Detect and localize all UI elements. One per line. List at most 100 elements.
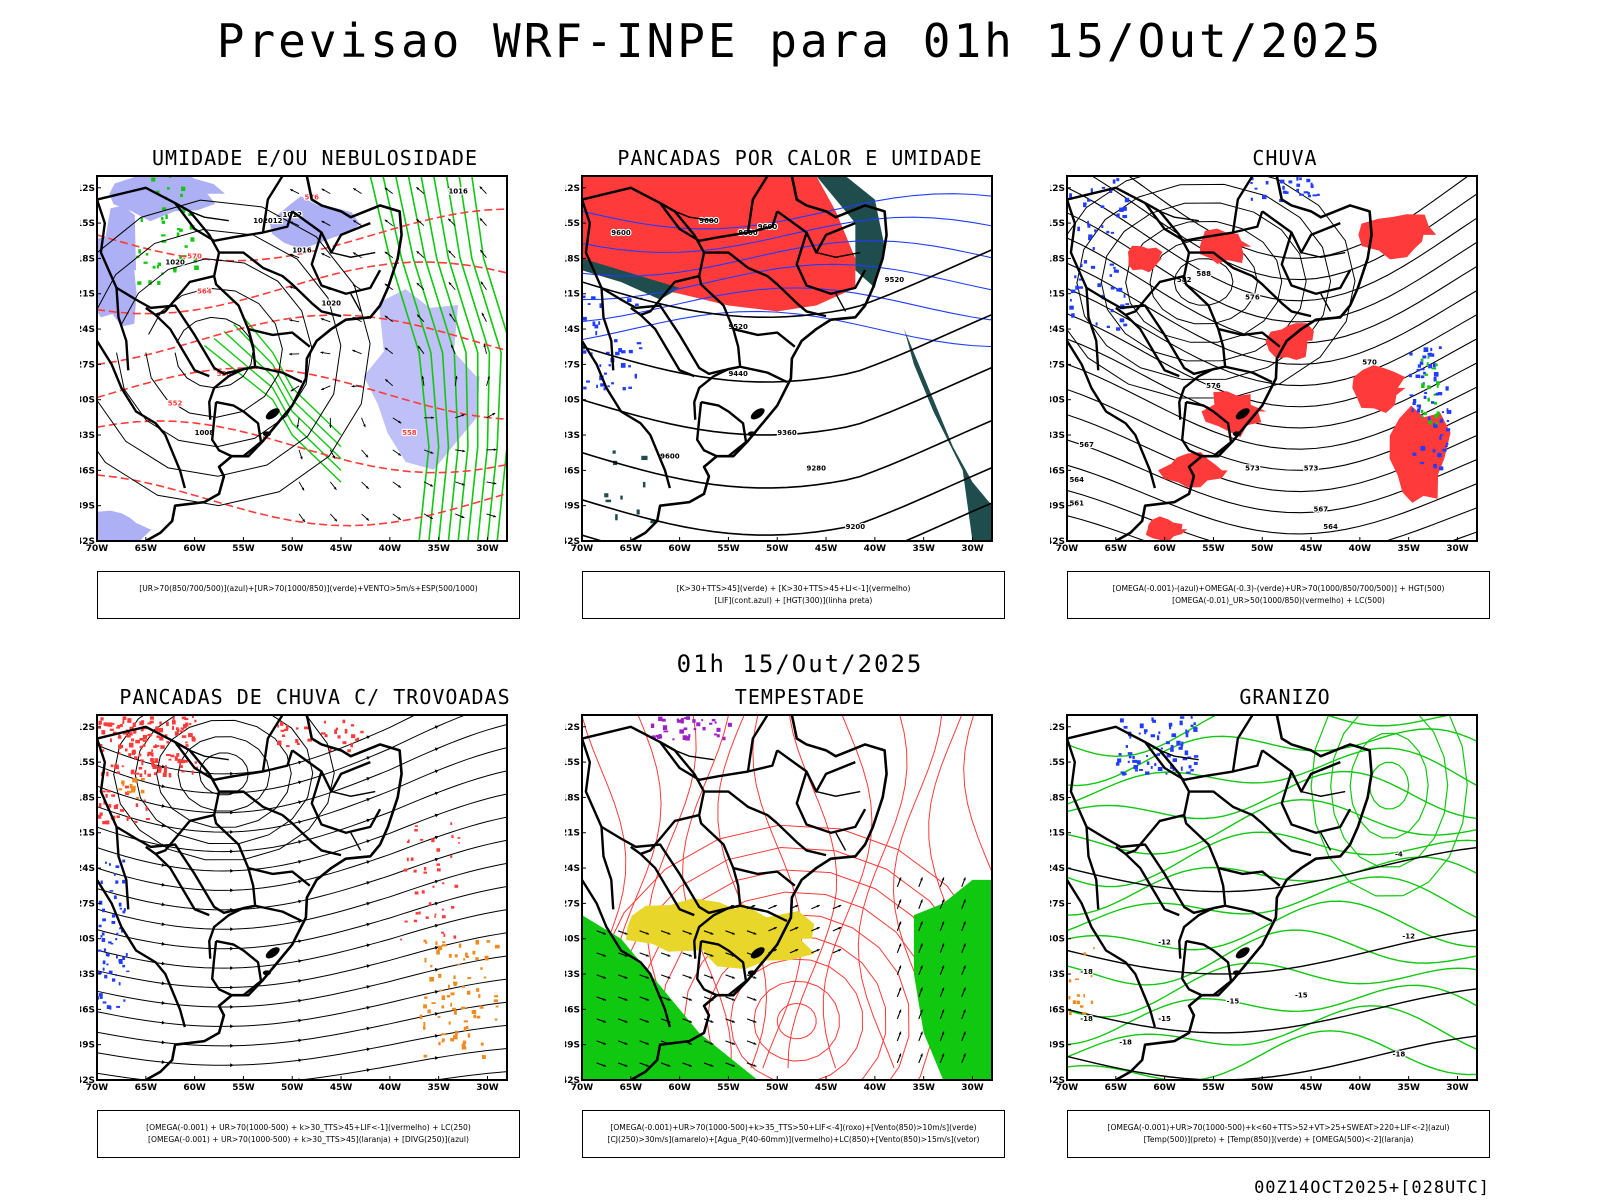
storm-speckle-red <box>145 806 148 811</box>
rh-contour-green <box>213 337 342 471</box>
omega-speckle-blue <box>1250 181 1253 185</box>
storm-speckle-red <box>126 816 131 820</box>
hail-speckle-blue <box>1180 766 1183 771</box>
map-tempestade[interactable]: 12S 15S 18S 21S 24S 27S 30S 33S 36S 39S 42S70W 65W 6… <box>565 705 1035 1110</box>
lon-tick-label: 40W <box>379 544 402 554</box>
hail-speckle-blue <box>1146 754 1149 757</box>
storm-speckle-red <box>142 739 148 742</box>
wind-vector-head <box>603 1042 607 1045</box>
storm-speckle-red <box>123 732 128 735</box>
storm-speckle-red <box>421 890 425 894</box>
omega-speckle-green <box>1436 384 1439 388</box>
state-border <box>816 251 861 258</box>
wind-vector-head <box>384 187 388 191</box>
hail-speckle-blue <box>1118 753 1122 756</box>
wind850-area-green <box>913 879 992 1080</box>
lon-tick-label: 30W <box>961 1083 984 1093</box>
omega-speckle-green <box>1431 367 1437 370</box>
state-border <box>331 790 376 797</box>
storm-speckle-red <box>135 803 139 807</box>
hail-speckle-blue <box>1127 752 1133 755</box>
storm-speckle-red <box>351 734 356 739</box>
storm-speckle-red <box>406 840 410 843</box>
streamline <box>97 724 507 814</box>
storm-speckle-red <box>335 727 339 731</box>
lat-tick-label: 15S <box>80 758 95 768</box>
wind-vector-head <box>688 954 692 957</box>
lon-tick-label: 50W <box>1251 544 1274 554</box>
lat-tick-label: 27S <box>565 899 580 909</box>
lif-speckle-blue <box>591 296 596 300</box>
storm-speckle-red <box>153 745 158 749</box>
lif-speckle-blue <box>638 347 643 350</box>
omega-speckle-blue <box>1078 286 1084 289</box>
map-umidade[interactable]: 1016101210201012101610205765705645585521… <box>80 166 550 571</box>
map-pancadas-calor[interactable]: 9600960096009600952094409360928092009600… <box>565 166 1035 571</box>
storm-speckle-red <box>425 916 429 919</box>
map-content: 9600960096009600952094409360928092009600… <box>582 176 992 541</box>
country-border <box>254 365 303 384</box>
map-trovoadas[interactable]: 12S 15S 18S 21S 24S 27S 30S 33S 36S 39S 42S70W 65W 6… <box>80 705 550 1110</box>
map-granizo[interactable]: -12 -18 -15 -18 -15 -18 -15 -12 -4 -18 12S 15S 18S 21… <box>1050 705 1520 1110</box>
lif-speckle-blue <box>592 321 596 327</box>
storm-speckle-red <box>183 723 187 729</box>
omega-speckle-blue <box>1101 186 1106 189</box>
state-border <box>1320 293 1332 312</box>
lif-speckle-blue <box>620 363 626 368</box>
storm-speckle-red <box>126 817 129 822</box>
country-border <box>659 741 779 781</box>
storm-speckle-red <box>184 718 189 721</box>
wind-vector-head <box>462 449 466 453</box>
divergence-speckle-blue <box>102 918 106 922</box>
storm-speckle-red <box>458 842 460 844</box>
state-border <box>350 293 362 312</box>
wind-vector-head <box>753 998 757 1001</box>
streamline-arrow <box>298 820 302 824</box>
storm-speckle-red <box>113 805 118 810</box>
storm-speckle-orange <box>133 785 136 791</box>
storm-speckle-red <box>431 838 435 843</box>
legend-box: [OMEGA(-0.001)+UR>70(1000-500)+k>35_TTS>… <box>582 1110 1005 1158</box>
lon-tick-label: 35W <box>427 544 450 554</box>
hail-speckle-blue <box>1144 731 1147 735</box>
wind-vector-head <box>816 927 820 930</box>
lat-tick-label: 39S <box>565 1041 580 1051</box>
lat-tick-label: 15S <box>1050 219 1065 229</box>
lif-contour-blue <box>582 193 992 230</box>
temp500-contour <box>1067 929 1477 975</box>
country-border <box>1231 175 1254 233</box>
lon-tick-label: 35W <box>1397 544 1420 554</box>
rh-speckle-green <box>190 237 195 242</box>
wind-vector-head <box>646 1020 649 1023</box>
streamline-arrow <box>230 1004 234 1009</box>
map-chuva[interactable]: 58858257657057356756456157657356756412S1… <box>1050 166 1520 571</box>
omega-speckle-blue <box>1433 423 1438 428</box>
pressure-contour <box>145 287 283 418</box>
hail-speckle-blue <box>1190 768 1194 772</box>
omega-speckle-blue <box>1419 361 1424 365</box>
storm-speckle-red <box>134 772 140 775</box>
storm-speckle-orange <box>450 1037 455 1042</box>
omega-speckle-blue <box>1092 247 1095 251</box>
country-border <box>219 790 342 857</box>
storm-speckle-red <box>98 720 102 726</box>
storm-speckle-red <box>277 724 280 728</box>
lif-speckle-blue <box>634 373 638 379</box>
streamline-arrow <box>366 922 371 927</box>
lif-speckle-blue <box>604 372 607 375</box>
divergence-speckle-blue <box>121 928 124 933</box>
wind-vector-head <box>963 943 966 947</box>
storm-speckle-red <box>414 828 418 832</box>
hail-speckle-blue <box>1178 746 1183 750</box>
hail-speckle-blue <box>1193 722 1196 726</box>
storm-speckle-red <box>410 857 414 861</box>
divergence-speckle-blue <box>100 935 103 938</box>
lat-tick-label: 42S <box>1050 1076 1065 1086</box>
panel-chuva: CHUVA 588 582 576 570 573 567 564 561 576 573 567 5… <box>1050 146 1520 619</box>
lif-speckle-blue <box>595 330 598 336</box>
wind-vector-head <box>898 899 902 903</box>
storm-speckle-red <box>188 733 193 738</box>
wind-vector-head <box>920 965 923 969</box>
storm-speckle-orange <box>452 1007 457 1011</box>
lat-tick-label: 42S <box>1050 537 1065 547</box>
